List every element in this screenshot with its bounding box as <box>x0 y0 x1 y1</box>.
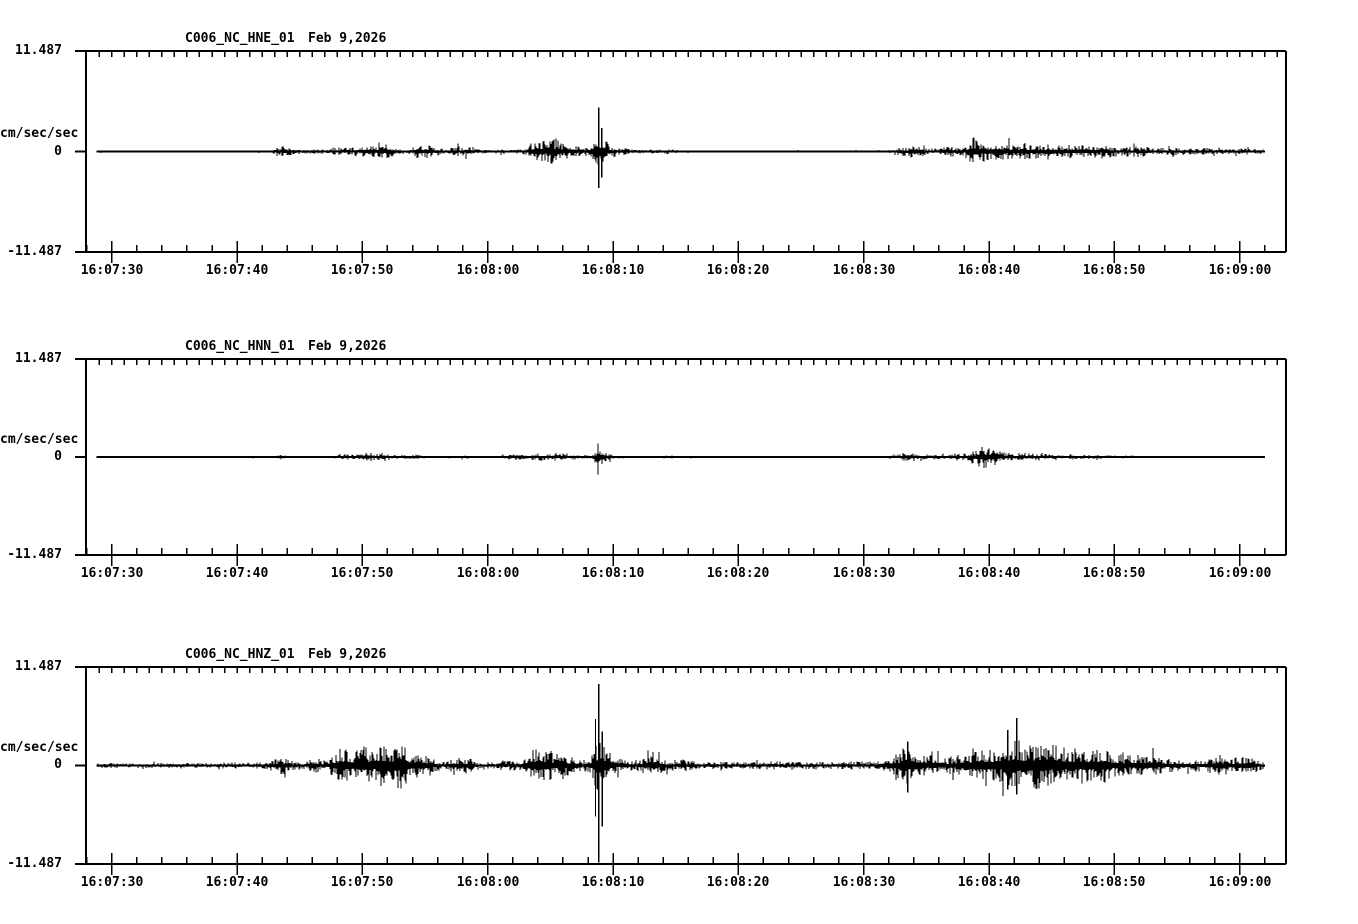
x-tick-label: 16:07:30 <box>80 566 144 581</box>
x-tick-label: 16:07:50 <box>330 263 394 278</box>
major-ticks <box>110 853 1241 875</box>
x-tick-label: 16:08:00 <box>456 566 520 581</box>
x-tick-label: 16:09:00 <box>1208 875 1272 890</box>
y-zero-label: 0 <box>54 449 62 464</box>
x-tick-label: 16:07:40 <box>205 875 269 890</box>
waveform-plot-hnn <box>75 358 1287 566</box>
y-zero-label: 0 <box>54 144 62 159</box>
waveform-trace <box>96 740 1265 796</box>
x-tick-label: 16:08:40 <box>957 875 1021 890</box>
x-tick-label: 16:07:50 <box>330 566 394 581</box>
x-axis-labels: 16:07:30 16:07:40 16:07:50 16:08:00 16:08:10… <box>0 263 1358 279</box>
waveform-trace <box>96 137 1265 165</box>
y-max-label: 11.487 <box>15 351 62 366</box>
x-tick-label: 16:08:20 <box>706 263 770 278</box>
x-tick-label: 16:08:10 <box>581 875 645 890</box>
x-tick-label: 16:08:10 <box>581 263 645 278</box>
x-tick-label: 16:08:30 <box>832 875 896 890</box>
station-id: C006_NC_HNZ_01 <box>185 647 295 662</box>
station-id: C006_NC_HNE_01 <box>185 31 295 46</box>
waveform-trace <box>96 447 1265 469</box>
y-zero-label: 0 <box>54 757 62 772</box>
waveform-plot-hnz <box>75 666 1287 875</box>
trace-date: Feb 9,2026 <box>308 339 387 354</box>
x-tick-label: 16:08:20 <box>706 566 770 581</box>
x-tick-label: 16:07:50 <box>330 875 394 890</box>
y-min-label: -11.487 <box>7 547 62 562</box>
x-axis-labels: 16:07:30 16:07:40 16:07:50 16:08:00 16:08:10… <box>0 875 1358 891</box>
x-tick-label: 16:07:40 <box>205 263 269 278</box>
plot-frame <box>75 358 1287 556</box>
x-tick-label: 16:08:50 <box>1082 263 1146 278</box>
trace-date: Feb 9,2026 <box>308 647 387 662</box>
y-units-label: cm/sec/sec <box>0 432 79 447</box>
trace-date: Feb 9,2026 <box>308 31 387 46</box>
x-tick-label: 16:07:40 <box>205 566 269 581</box>
x-tick-label: 16:09:00 <box>1208 566 1272 581</box>
major-ticks <box>110 544 1241 566</box>
x-axis-labels: 16:07:30 16:07:40 16:07:50 16:08:00 16:08:10… <box>0 566 1358 582</box>
x-tick-label: 16:08:30 <box>832 566 896 581</box>
x-tick-label: 16:08:50 <box>1082 566 1146 581</box>
y-max-label: 11.487 <box>15 43 62 58</box>
x-tick-label: 16:07:30 <box>80 875 144 890</box>
y-max-label: 11.487 <box>15 659 62 674</box>
plot-frame <box>75 50 1287 253</box>
x-tick-label: 16:09:00 <box>1208 263 1272 278</box>
major-ticks <box>110 241 1241 263</box>
waveform-plot-hne <box>75 50 1287 263</box>
y-min-label: -11.487 <box>7 856 62 871</box>
waveform-spikes <box>594 684 1018 863</box>
x-tick-label: 16:07:30 <box>80 263 144 278</box>
y-units-label: cm/sec/sec <box>0 740 79 755</box>
x-tick-label: 16:08:30 <box>832 263 896 278</box>
x-tick-label: 16:08:10 <box>581 566 645 581</box>
y-units-label: cm/sec/sec <box>0 126 79 141</box>
y-min-label: -11.487 <box>7 244 62 259</box>
x-tick-label: 16:08:50 <box>1082 875 1146 890</box>
plot-frame <box>75 666 1287 865</box>
waveform-spikes <box>597 107 603 188</box>
x-tick-label: 16:08:20 <box>706 875 770 890</box>
x-tick-label: 16:08:40 <box>957 263 1021 278</box>
x-tick-label: 16:08:40 <box>957 566 1021 581</box>
station-id: C006_NC_HNN_01 <box>185 339 295 354</box>
x-tick-label: 16:08:00 <box>456 875 520 890</box>
x-tick-label: 16:08:00 <box>456 263 520 278</box>
